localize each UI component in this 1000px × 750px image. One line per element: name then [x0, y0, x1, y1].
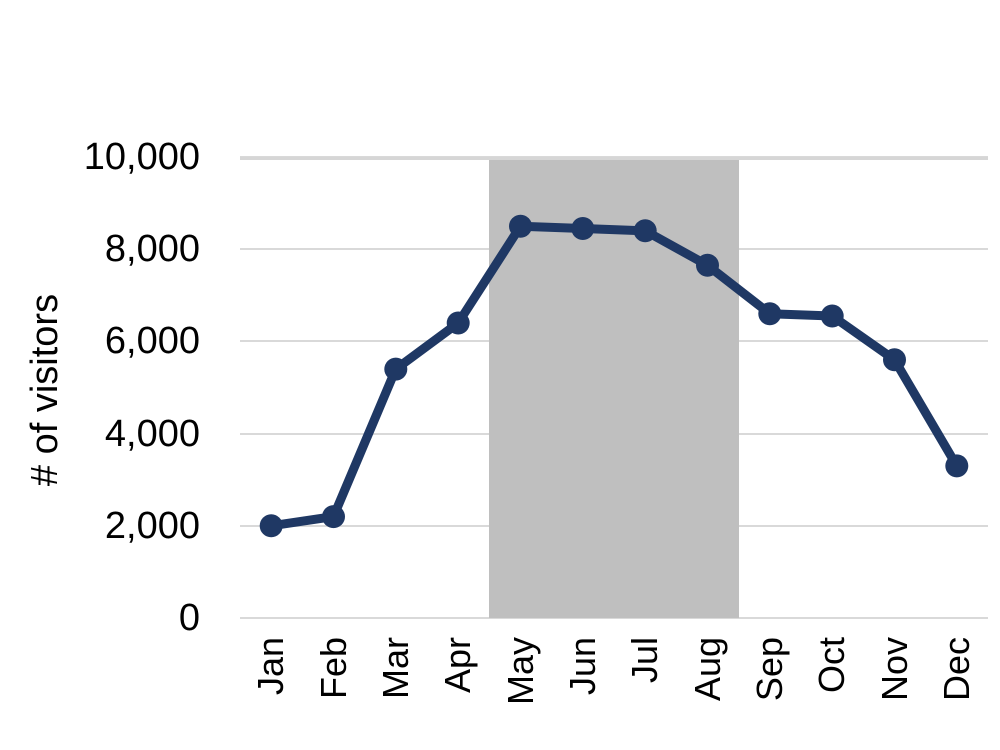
data-point-Nov [883, 348, 906, 372]
visitors-line-series [259, 214, 969, 538]
visitors-line [266, 221, 962, 531]
data-point-Jun [571, 217, 595, 240]
data-point-Dec [945, 454, 969, 478]
x-tick-label: May [499, 637, 541, 706]
x-tick-label: Oct [811, 637, 853, 694]
x-axis-line [240, 157, 988, 160]
x-tick-label: Dec [935, 637, 977, 702]
x-tick-label: Jun [561, 637, 603, 696]
x-tick-label: Nov [873, 637, 915, 702]
gridline [240, 617, 988, 619]
plot-area [240, 156, 988, 619]
data-point-Mar [384, 357, 408, 381]
y-tick-label: 10,000 [83, 136, 200, 178]
y-tick-label: 6,000 [104, 320, 200, 363]
data-point-May [509, 214, 532, 238]
x-tick-label: Mar [374, 637, 416, 699]
x-tick-label: Aug [686, 637, 728, 702]
x-tick-label: Feb [312, 637, 354, 700]
y-tick-label: 8,000 [104, 228, 200, 271]
data-point-Sep [758, 302, 782, 326]
y-tick-label: 4,000 [104, 412, 200, 455]
data-point-Oct [820, 304, 844, 328]
x-tick-label: Jan [250, 637, 292, 696]
data-point-Jul [633, 219, 657, 243]
x-tick-label: Jul [624, 637, 666, 684]
y-tick-label: 2,000 [104, 504, 200, 547]
x-tick-label: Apr [437, 637, 479, 694]
data-point-Feb [322, 505, 345, 529]
data-point-Apr [446, 311, 470, 335]
data-point-Aug [696, 253, 719, 277]
y-tick-label: 0 [178, 597, 200, 639]
data-point-Jan [259, 514, 283, 538]
x-tick-label: Sep [748, 637, 790, 702]
